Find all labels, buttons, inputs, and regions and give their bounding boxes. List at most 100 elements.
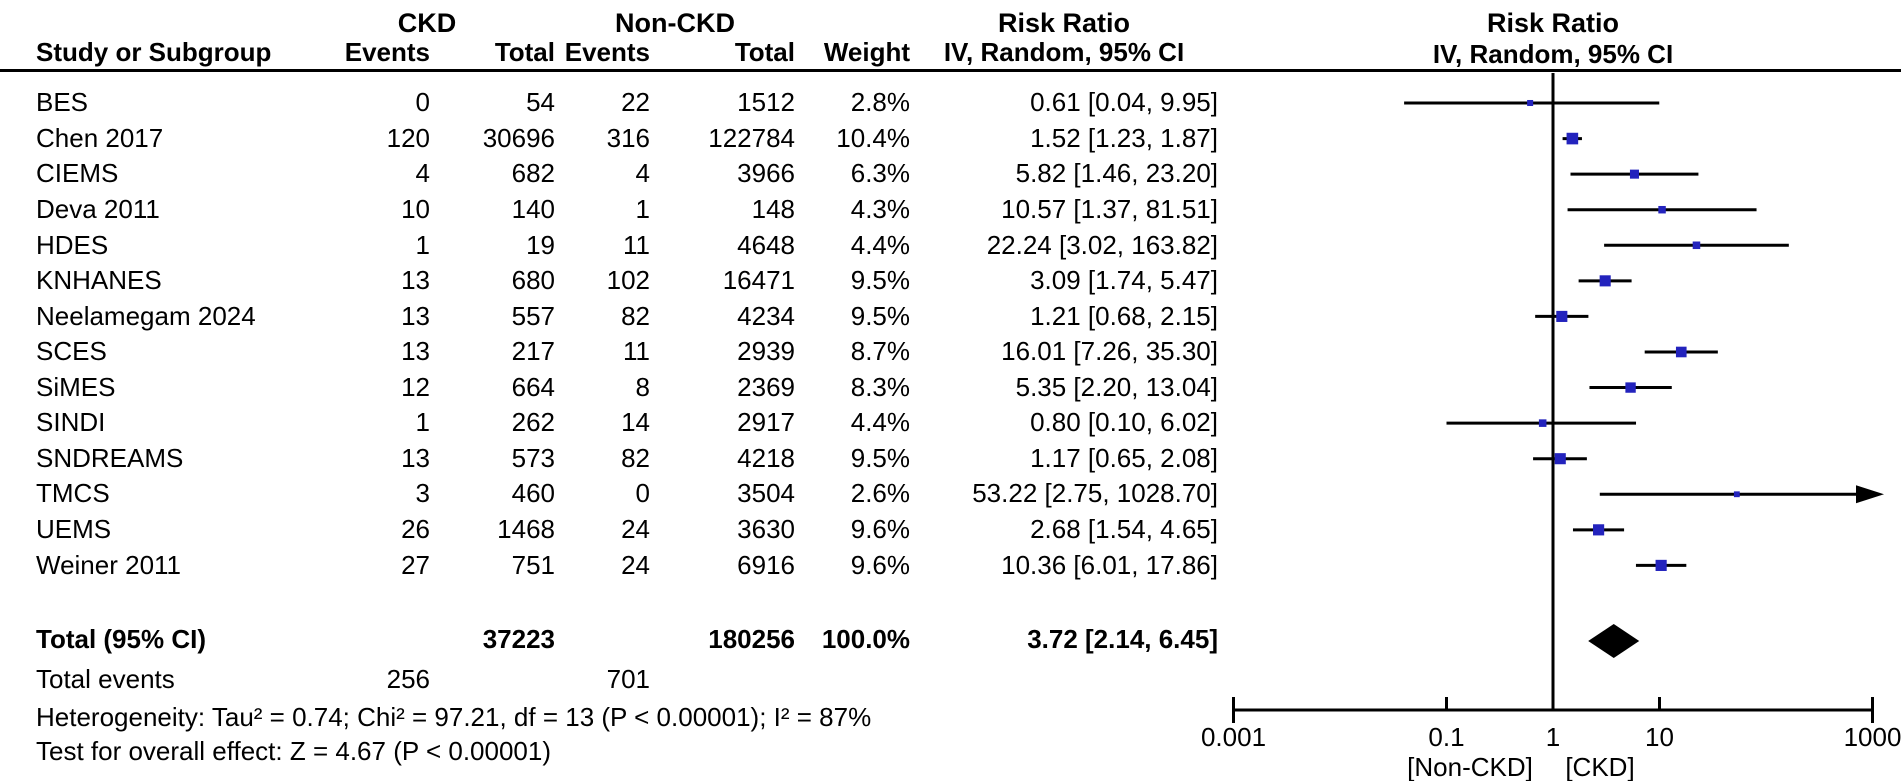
total-nonckd: 180256 bbox=[708, 624, 795, 655]
cell-total-ckd: 682 bbox=[511, 158, 555, 189]
cell-ci-text: 10.36 [6.01, 17.86] bbox=[1001, 549, 1218, 580]
col-header-total-ckd: Total bbox=[494, 37, 555, 67]
cell-total-nonckd: 4218 bbox=[737, 442, 795, 473]
cell-weight: 8.3% bbox=[850, 371, 910, 402]
col-header-weight: Weight bbox=[823, 37, 910, 67]
effect-marker bbox=[1527, 99, 1534, 107]
cell-weight: 6.3% bbox=[850, 158, 910, 189]
cell-events-ckd: 27 bbox=[401, 549, 430, 580]
table-row: SNDREAMS 13 573 82 4218 9.5% 1.17 [0.65, 2.08] bbox=[36, 441, 1218, 477]
cell-events-ckd: 1 bbox=[415, 407, 430, 438]
study-name: Deva 2011 bbox=[36, 193, 160, 224]
cell-weight: 4.4% bbox=[850, 229, 910, 260]
cell-events-ckd: 13 bbox=[401, 336, 430, 367]
table-row: HDES 1 19 11 4648 4.4% 22.24 [3.02, 163.82] bbox=[36, 227, 1218, 263]
cell-total-ckd: 460 bbox=[511, 478, 555, 509]
cell-events-nonckd: 102 bbox=[606, 265, 650, 296]
study-name: SiMES bbox=[36, 371, 116, 402]
total-ci: 3.72 [2.14, 6.45] bbox=[1027, 624, 1218, 655]
effect-marker bbox=[1692, 241, 1701, 250]
cell-total-nonckd: 4234 bbox=[737, 300, 795, 331]
overall-effect-line: Test for overall effect: Z = 4.67 (P < 0… bbox=[36, 736, 551, 766]
effect-marker bbox=[1566, 132, 1579, 145]
cell-ci-text: 53.22 [2.75, 1028.70] bbox=[972, 478, 1218, 509]
study-name: SINDI bbox=[36, 407, 106, 438]
cell-total-ckd: 751 bbox=[511, 549, 555, 580]
table-row: UEMS 26 1468 24 3630 9.6% 2.68 [1.54, 4.65] bbox=[36, 512, 1218, 548]
cell-total-nonckd: 3630 bbox=[737, 514, 795, 545]
study-name: HDES bbox=[36, 229, 109, 260]
group1-header: CKD bbox=[397, 8, 457, 38]
cell-total-nonckd: 4648 bbox=[737, 229, 795, 260]
table-row: KNHANES 13 680 102 16471 9.5% 3.09 [1.74, 5.47… bbox=[36, 263, 1218, 299]
cell-ci-text: 16.01 [7.26, 35.30] bbox=[1001, 336, 1218, 367]
effect-marker bbox=[1658, 205, 1666, 214]
study-name: KNHANES bbox=[36, 265, 162, 296]
cell-total-ckd: 140 bbox=[511, 193, 555, 224]
favours-left-label: [Non-CKD] bbox=[1407, 752, 1533, 781]
cell-total-nonckd: 1512 bbox=[737, 87, 795, 118]
cell-events-ckd: 10 bbox=[401, 193, 430, 224]
cell-total-nonckd: 148 bbox=[751, 193, 795, 224]
cell-weight: 4.4% bbox=[850, 407, 910, 438]
effect-marker bbox=[1556, 310, 1568, 322]
axis-tick-label: 0.1 bbox=[1428, 722, 1465, 752]
cell-events-nonckd: 4 bbox=[635, 158, 650, 189]
cell-events-ckd: 13 bbox=[401, 265, 430, 296]
cell-events-nonckd: 24 bbox=[621, 549, 650, 580]
cell-total-ckd: 680 bbox=[511, 265, 555, 296]
cell-events-nonckd: 82 bbox=[621, 300, 650, 331]
cell-total-ckd: 557 bbox=[511, 300, 555, 331]
cell-events-ckd: 1 bbox=[415, 229, 430, 260]
effect-header-text-column: Risk Ratio bbox=[997, 8, 1131, 38]
cell-events-ckd: 12 bbox=[401, 371, 430, 402]
total-row: Total (95% CI) 37223 180256 100.0% 3.72 … bbox=[36, 622, 1218, 658]
cell-events-nonckd: 14 bbox=[621, 407, 650, 438]
study-name: TMCS bbox=[36, 478, 110, 509]
cell-total-nonckd: 2939 bbox=[737, 336, 795, 367]
cell-ci-text: 22.24 [3.02, 163.82] bbox=[986, 229, 1218, 260]
cell-weight: 9.5% bbox=[850, 265, 910, 296]
cell-total-ckd: 217 bbox=[511, 336, 555, 367]
cell-total-nonckd: 6916 bbox=[737, 549, 795, 580]
axis-tick-label: 1 bbox=[1545, 722, 1561, 752]
cell-total-nonckd: 3504 bbox=[737, 478, 795, 509]
axis-tick-label: 1000 bbox=[1843, 722, 1901, 752]
table-row: TMCS 3 460 0 3504 2.6% 53.22 [2.75, 1028.70] bbox=[36, 476, 1218, 512]
study-name: UEMS bbox=[36, 514, 112, 545]
cell-ci-text: 1.21 [0.68, 2.15] bbox=[1030, 300, 1218, 331]
cell-events-nonckd: 11 bbox=[623, 336, 650, 367]
cell-weight: 8.7% bbox=[850, 336, 910, 367]
cell-ci-text: 0.61 [0.04, 9.95] bbox=[1030, 87, 1218, 118]
table-row: SCES 13 217 11 2939 8.7% 16.01 [7.26, 35.30] bbox=[36, 334, 1218, 370]
cell-weight: 2.6% bbox=[850, 478, 910, 509]
study-name: SNDREAMS bbox=[36, 442, 184, 473]
col-header-ci: IV, Random, 95% CI bbox=[943, 37, 1185, 67]
table-row: Deva 2011 10 140 1 148 4.3% 10.57 [1.37, 81.51… bbox=[36, 192, 1218, 228]
total-events-label: Total events bbox=[36, 664, 175, 695]
cell-events-ckd: 26 bbox=[401, 514, 430, 545]
cell-ci-text: 5.82 [1.46, 23.20] bbox=[1015, 158, 1218, 189]
cell-events-nonckd: 316 bbox=[606, 122, 650, 153]
heterogeneity-line: Heterogeneity: Tau² = 0.74; Chi² = 97.21… bbox=[36, 702, 872, 732]
study-name: Weiner 2011 bbox=[36, 549, 182, 580]
cell-total-ckd: 19 bbox=[526, 229, 555, 260]
cell-events-nonckd: 0 bbox=[635, 478, 650, 509]
study-name: SCES bbox=[36, 336, 107, 367]
table-row: SiMES 12 664 8 2369 8.3% 5.35 [2.20, 13.04] bbox=[36, 370, 1218, 406]
table-row: BES 0 54 22 1512 2.8% 0.61 [0.04, 9.95] bbox=[36, 85, 1218, 121]
axis-tick-label: 10 bbox=[1645, 722, 1674, 752]
effect-marker bbox=[1629, 169, 1639, 179]
cell-events-ckd: 120 bbox=[386, 122, 430, 153]
cell-ci-text: 1.17 [0.65, 2.08] bbox=[1030, 442, 1218, 473]
cell-ci-text: 1.52 [1.23, 1.87] bbox=[1030, 122, 1218, 153]
cell-events-nonckd: 82 bbox=[621, 442, 650, 473]
total-events-row: Total events 256 701 bbox=[36, 662, 1218, 698]
header-separator-line bbox=[0, 69, 1901, 72]
effect-marker bbox=[1593, 524, 1605, 536]
effect-marker bbox=[1599, 275, 1611, 287]
cell-total-nonckd: 16471 bbox=[722, 265, 795, 296]
column-header-row: Study or Subgroup Events Total Events To… bbox=[36, 35, 1218, 70]
study-name: Chen 2017 bbox=[36, 122, 164, 153]
